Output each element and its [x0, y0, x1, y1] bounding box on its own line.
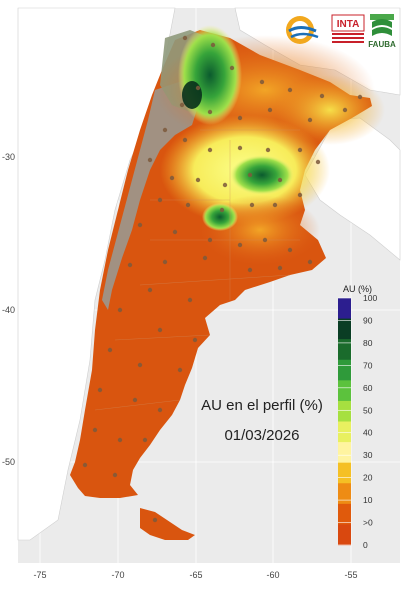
- legend-swatch: [338, 380, 351, 402]
- y-axis-ticks: -30 -40 -50: [2, 152, 15, 467]
- x-tick-label: -65: [189, 570, 202, 580]
- map-title: AU en el perfil (%): [201, 397, 323, 414]
- water-logo-icon: [286, 16, 319, 44]
- legend-tick-label: 100: [363, 293, 377, 303]
- legend-swatch: [338, 421, 351, 443]
- legend-ticks: 100 90 80 70 60 50 40 30 20 10 >0 0: [338, 293, 377, 550]
- x-tick-label: -75: [33, 570, 46, 580]
- legend-swatch: [338, 318, 351, 340]
- legend-tick-label: 70: [363, 360, 373, 370]
- legend-title: AU (%): [343, 284, 372, 294]
- legend-tick-label: 30: [363, 450, 373, 460]
- inta-logo-text: INTA: [337, 19, 360, 30]
- legend: AU (%) 100 90 80 70 60 50 40 30 20 10 >0 0: [338, 284, 377, 550]
- fauba-logo: FAUBA: [368, 14, 396, 49]
- y-tick-label: -30: [2, 152, 15, 162]
- legend-swatch: [338, 359, 351, 381]
- moisture-dark-core: [182, 81, 202, 109]
- inta-logo: INTA: [331, 14, 365, 43]
- legend-tick-label: 80: [363, 338, 373, 348]
- legend-tick-label: 20: [363, 473, 373, 483]
- legend-swatch: [338, 298, 351, 320]
- x-tick-label: -70: [111, 570, 124, 580]
- legend-tick-label: 0: [363, 540, 368, 550]
- legend-tick-label: 60: [363, 383, 373, 393]
- legend-tick-label: >0: [363, 518, 373, 528]
- fauba-logo-text: FAUBA: [368, 40, 396, 49]
- legend-color-bar: [338, 298, 351, 546]
- x-axis-ticks: -75 -70 -65 -60 -55: [33, 570, 357, 580]
- y-tick-label: -40: [2, 305, 15, 315]
- map-date: 01/03/2026: [224, 427, 299, 444]
- legend-swatch: [338, 442, 351, 464]
- legend-swatch: [338, 524, 351, 546]
- legend-swatch: [338, 462, 351, 484]
- x-tick-label: -60: [266, 570, 279, 580]
- legend-tick-label: 90: [363, 315, 373, 325]
- y-tick-label: -50: [2, 457, 15, 467]
- legend-swatch: [338, 483, 351, 505]
- legend-tick-label: 50: [363, 405, 373, 415]
- moisture-green-south: [202, 203, 238, 231]
- legend-tick-label: 40: [363, 428, 373, 438]
- legend-swatch: [338, 339, 351, 361]
- moisture-green-east: [230, 155, 294, 195]
- moisture-northeast: [275, 75, 385, 145]
- province-borders: [94, 129, 300, 411]
- legend-tick-label: 10: [363, 495, 373, 505]
- legend-swatch: [338, 400, 351, 422]
- x-tick-label: -55: [344, 570, 357, 580]
- institution-logos: INTA FAUBA: [286, 14, 396, 49]
- legend-swatch: [338, 503, 351, 525]
- tierra-del-fuego: [140, 508, 195, 540]
- weather-stations: [82, 35, 363, 523]
